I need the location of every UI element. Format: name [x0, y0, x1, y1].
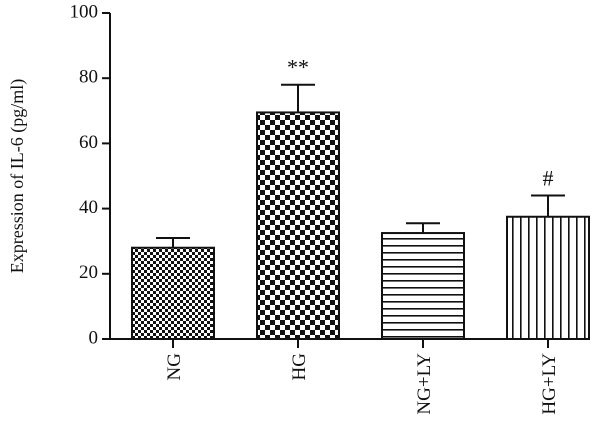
- bar-hg: [256, 111, 340, 341]
- y-tick-label: 20: [79, 262, 98, 283]
- y-tick-label: 40: [79, 197, 98, 218]
- y-tick-label: 100: [70, 1, 99, 22]
- significance-marker: **: [287, 55, 309, 80]
- bar-hg-ly: [506, 215, 590, 340]
- y-tick-label: 80: [79, 67, 98, 88]
- y-tick-label: 0: [89, 327, 99, 348]
- y-tick-label: 60: [79, 132, 98, 153]
- bars: [131, 83, 590, 341]
- significance-marker: #: [543, 166, 554, 191]
- bar-ng-ly: [381, 232, 465, 340]
- x-tick-label: NG+LY: [414, 353, 435, 415]
- x-tick-label: HG: [289, 353, 310, 381]
- y-axis-label: Expression of IL-6 (pg/ml): [7, 79, 28, 273]
- x-tick-label: HG+LY: [539, 353, 560, 415]
- bar-ng: [131, 246, 215, 340]
- x-tick-label: NG: [164, 353, 185, 381]
- labels: 0 20 40 60 80 100 NG ** HG NG+LY # HG+LY: [70, 1, 561, 414]
